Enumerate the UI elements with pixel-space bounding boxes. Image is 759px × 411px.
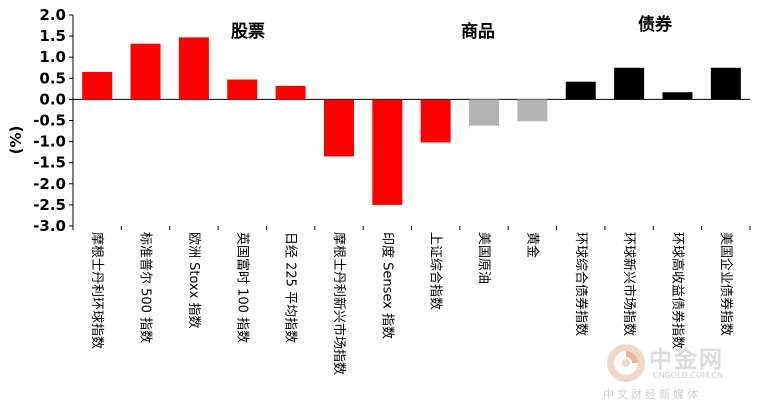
x-category-label: 美国企业债券指数 <box>718 232 734 336</box>
bar <box>372 99 403 205</box>
x-category-label: 标准普尔 500 指数 <box>138 232 153 343</box>
section-label: 债券 <box>638 14 673 35</box>
y-axis-label: (%) <box>7 126 25 155</box>
y-tick-label: 2.0 <box>39 6 66 24</box>
x-category-label: 摩根士丹利新兴市场指数 <box>331 232 347 375</box>
watermark-tagline: 中文财经新媒体 <box>603 388 701 401</box>
watermark: 中金网 CNGOLD.COM.CN 中文财经新媒体 <box>603 340 755 406</box>
x-category-label: 英国富时 100 指数 <box>234 232 250 343</box>
watermark-url: CNGOLD.COM.CN <box>653 371 724 380</box>
section-label: 商品 <box>461 21 495 42</box>
x-category-label: 印度 Sensex 指数 <box>379 232 395 339</box>
x-category-label: 黄金 <box>524 232 540 258</box>
y-tick-label: 1.5 <box>39 27 66 45</box>
bar <box>275 85 306 100</box>
bar <box>227 79 258 100</box>
x-category-label: 环球高收益债券指数 <box>669 232 685 349</box>
bar <box>323 99 354 157</box>
x-category-label: 欧洲 Stoxx 指数 <box>186 232 201 329</box>
bar <box>420 99 451 143</box>
x-category-label: 环球综合债券指数 <box>573 232 589 336</box>
y-tick-label: -2.0 <box>33 175 66 193</box>
bar <box>565 81 596 100</box>
x-axis <box>72 98 751 230</box>
bar <box>517 99 548 122</box>
x-category-label: 上证综合指数 <box>428 232 443 310</box>
section-label: 股票 <box>231 22 265 42</box>
x-category-label: 环球新兴市场指数 <box>621 232 637 336</box>
cngold-logo-icon <box>607 344 645 382</box>
section-labels: 股票 商品 债券 <box>231 14 673 42</box>
y-tick-label: -2.5 <box>33 196 66 214</box>
bar <box>82 71 113 100</box>
y-tick-label: -1.0 <box>33 133 66 151</box>
bar <box>614 67 645 100</box>
y-axis: 2.0 1.5 1.0 0.5 0.0 -0.5 -1.0 -1.5 -2.0 -2.5 -3.0 <box>33 6 74 235</box>
bar <box>469 99 500 126</box>
y-tick-label: 1.0 <box>39 48 66 66</box>
bar <box>710 67 741 100</box>
bar <box>178 37 209 100</box>
x-category-label: 日经 225 平均指数 <box>283 232 298 343</box>
category-labels: 摩根士丹利环球指数 标准普尔 500 指数 欧洲 Stoxx 指数 英国富时 100 … <box>89 232 734 375</box>
bar <box>662 92 693 100</box>
x-category-label: 摩根士丹利环球指数 <box>89 232 105 349</box>
bar <box>130 43 161 100</box>
y-tick-label: -0.5 <box>33 112 66 130</box>
bars <box>82 37 741 205</box>
y-tick-label: 0.0 <box>39 90 66 108</box>
x-category-label: 美国原油 <box>476 232 491 284</box>
y-tick-label: 0.5 <box>39 69 66 87</box>
watermark-brand: 中金网 <box>649 347 724 373</box>
y-tick-label: -3.0 <box>33 217 66 235</box>
y-tick-label: -1.5 <box>33 154 66 172</box>
